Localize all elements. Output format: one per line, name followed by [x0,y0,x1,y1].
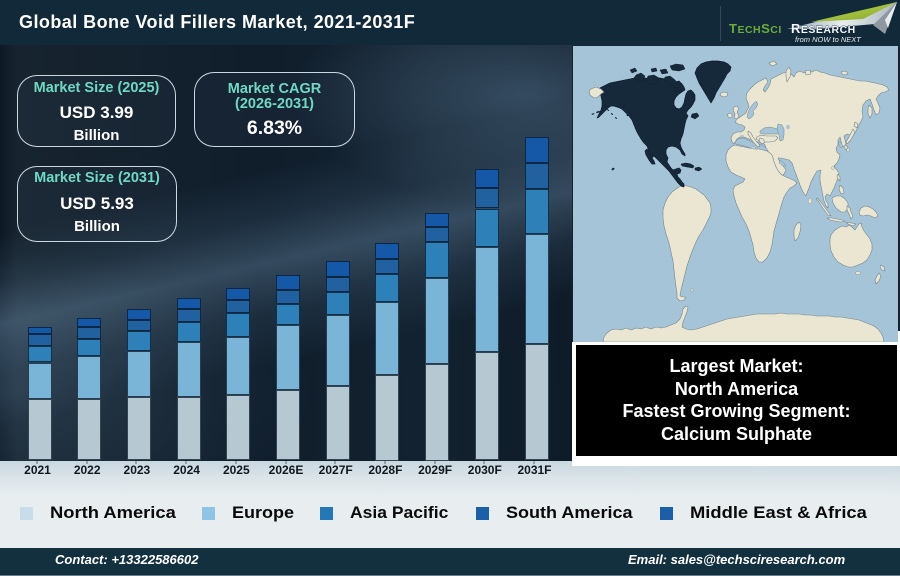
svg-text:TECHSCI: TECHSCI [729,21,782,36]
svg-text:RESEARCH: RESEARCH [791,21,856,36]
svg-text:from NOW to NEXT: from NOW to NEXT [795,35,862,44]
